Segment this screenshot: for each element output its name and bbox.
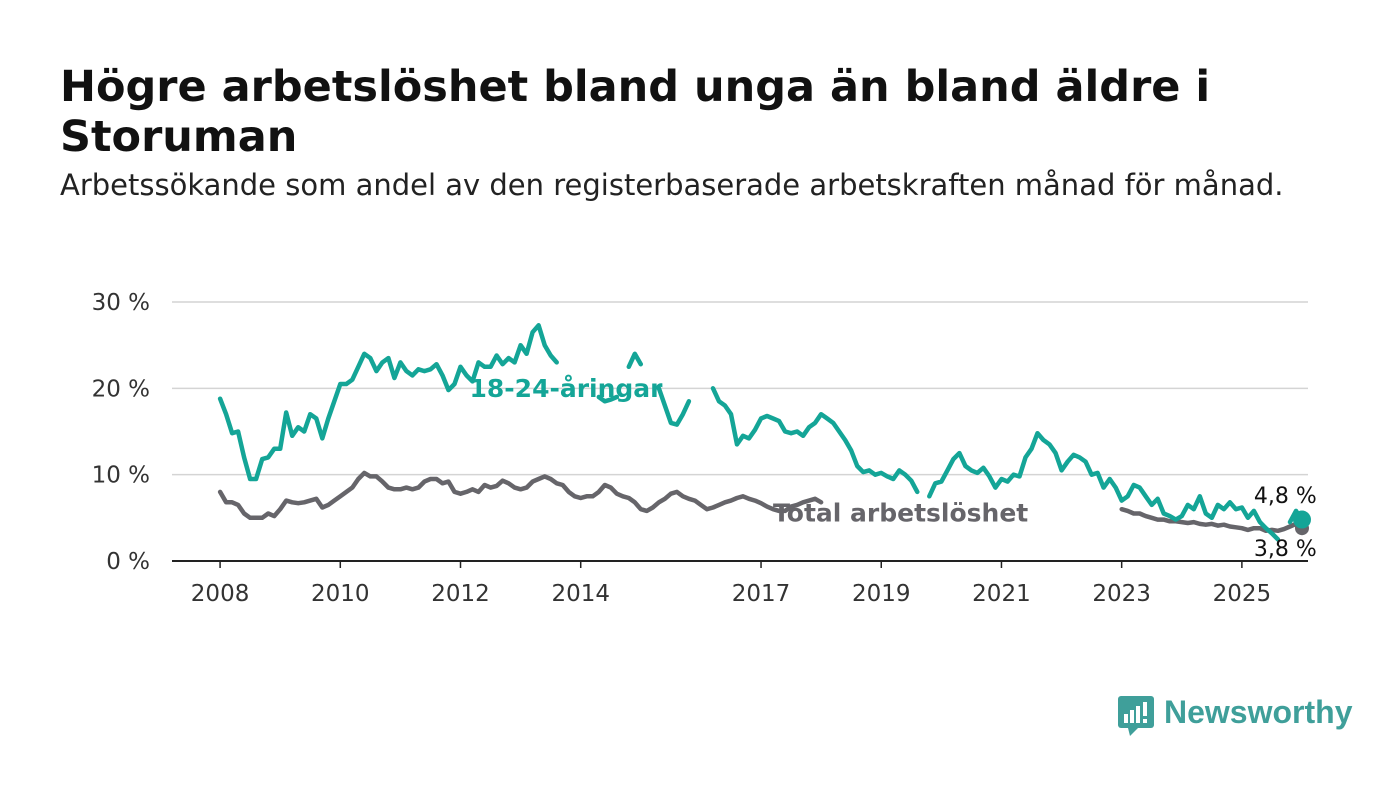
newsworthy-logo: Newsworthy [1118,690,1353,736]
x-tick-label: 2012 [431,581,490,607]
youth-series-line [927,430,1281,542]
youth-end-point [1292,510,1311,529]
x-tick-label: 2019 [852,581,911,607]
x-tick-label: 2025 [1213,581,1272,607]
x-axis-ticks: 2008 2010 2012 2014 2017 2019 2021 2023 2025 [191,561,1271,607]
total-series-line [217,470,824,521]
youth-series-line [217,323,559,482]
y-tick-label: 10 % [92,463,150,489]
y-tick-label: 30 % [92,290,150,316]
x-tick-label: 2023 [1092,581,1151,607]
gridlines [172,301,1308,562]
youth-end-value-label: 4,8 % [1254,484,1317,509]
youth-series-line [710,386,920,495]
total-series-line [1119,506,1305,534]
youth-series-line [596,394,620,404]
x-tick-label: 2008 [191,581,250,607]
youth-series-label: 18-24-åringar [470,374,664,403]
youth-series-line [626,351,644,370]
brand-name: Newsworthy [1164,693,1353,730]
y-axis-ticks: 0 % 10 % 20 % 30 % [92,290,150,575]
total-end-value-label: 3,8 % [1254,537,1317,562]
y-tick-label: 20 % [92,376,150,402]
x-tick-label: 2010 [311,581,370,607]
x-tick-label: 2014 [551,581,610,607]
series-labels: 18-24-åringar Total arbetslöshet 4,8 % 3,8 … [470,374,1317,562]
y-tick-label: 0 % [106,549,150,575]
chart-subtitle: Arbetssökande som andel av den registerb… [60,168,1284,202]
bar-chart-speech-bubble-icon [1118,694,1154,736]
total-series-label: Total arbetslöshet [773,498,1028,527]
x-tick-label: 2021 [972,581,1031,607]
chart-title: Högre arbetslöshet bland unga än bland ä… [60,62,1211,162]
series-lines [217,323,1311,542]
youth-series-line [656,386,692,427]
x-tick-label: 2017 [732,581,791,607]
